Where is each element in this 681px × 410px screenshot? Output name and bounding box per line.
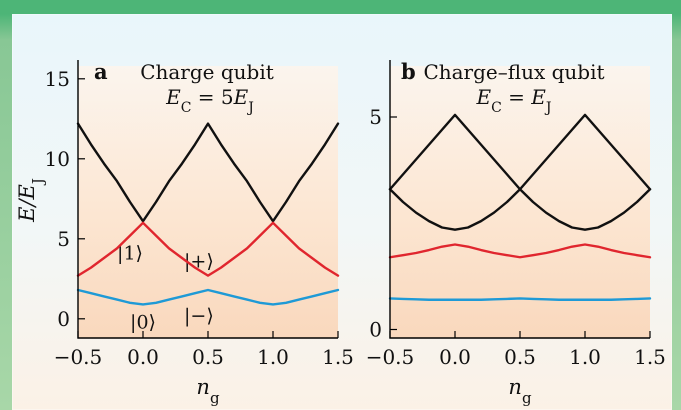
y-tick-label-a: 15 [45, 67, 70, 91]
y-tick-label-b: 5 [369, 105, 382, 129]
series-line-a-2 [76, 288, 340, 306]
y-tick-label-a: 0 [57, 307, 70, 331]
annotation-ket-plus: |+⟩ [184, 251, 214, 273]
x-tick-label-b: 0.5 [504, 345, 536, 369]
annotation-ket-minus: |−⟩ [184, 305, 214, 327]
series-line-b-2 [388, 243, 652, 259]
series-line-a-0 [76, 122, 340, 223]
panel-a-ylabel: E/EJ [15, 178, 47, 223]
panel-b-xlabel: ng [508, 375, 532, 407]
x-tick-label-a: 1.0 [257, 345, 289, 369]
y-tick-label-a: 10 [45, 147, 70, 171]
x-tick-label-b: −0.5 [366, 345, 415, 369]
x-tick-label-a: 1.5 [322, 345, 354, 369]
panel-a-letter: a [94, 59, 108, 84]
x-tick-label-a: 0.5 [192, 345, 224, 369]
x-tick-label-a: 0.0 [127, 345, 159, 369]
x-tick-label-b: 0.0 [439, 345, 471, 369]
panel-a-subtitle: EC = 5EJ [165, 85, 254, 116]
panel-b-title: Charge–flux qubit [423, 60, 604, 84]
y-tick-label-b: 0 [369, 318, 382, 342]
series-line-b-1 [388, 188, 652, 231]
annotation-ket-0: |0⟩ [130, 311, 156, 333]
x-tick-label-b: 1.5 [634, 345, 666, 369]
x-tick-label-b: 1.0 [569, 345, 601, 369]
annotation-ket-1: |1⟩ [117, 243, 143, 265]
panel-a-title: Charge qubit [140, 60, 274, 84]
panel-b-subtitle: EC = EJ [475, 85, 551, 116]
x-tick-label-a: −0.5 [54, 345, 103, 369]
series-line-a-1 [76, 221, 340, 277]
panel-a-plot-area [78, 66, 338, 338]
panel-b-letter: b [401, 59, 416, 84]
series-line-b-3 [388, 297, 652, 301]
y-tick-label-a: 5 [57, 227, 70, 251]
panel-b-plot-area [390, 66, 650, 338]
panel-a: a Charge qubit EC = 5EJ E/EJ ng |1⟩ |+⟩ … [15, 59, 354, 407]
panel-a-xlabel: ng [196, 375, 220, 407]
panel-b: b Charge–flux qubit EC = EJ ng −0.5 0.0 0.… [366, 59, 666, 407]
